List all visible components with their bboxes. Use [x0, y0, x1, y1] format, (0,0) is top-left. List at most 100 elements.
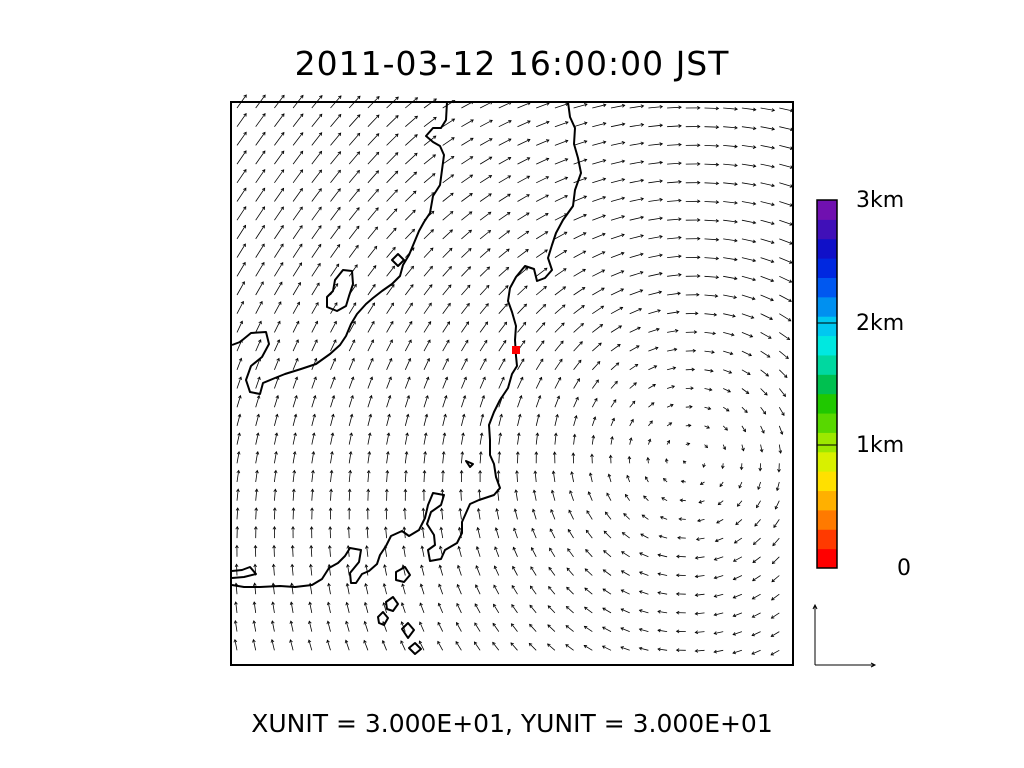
wind-arrow-head: [602, 177, 607, 182]
wind-arrow-head: [789, 108, 794, 113]
wind-arrow: [330, 188, 341, 202]
wind-arrow-head: [373, 245, 378, 250]
wind-arrow-head: [620, 627, 624, 631]
wind-arrow-head: [689, 405, 693, 409]
wind-arrow-head: [437, 621, 441, 626]
wind-arrow: [610, 288, 624, 296]
wind-arrow: [404, 414, 409, 427]
wind-arrow: [461, 101, 474, 109]
wind-arrow-head: [747, 371, 751, 375]
wind-arrow-head: [262, 150, 266, 154]
wind-arrow-head: [461, 413, 466, 418]
wind-arrow: [440, 527, 444, 539]
wind-arrow: [348, 95, 361, 109]
wind-arrow: [667, 274, 682, 277]
wind-arrow: [459, 508, 462, 520]
wind-arrow-head: [289, 639, 293, 643]
wind-arrow-head: [578, 359, 582, 364]
wind-arrow-head: [596, 361, 601, 365]
wind-arrow: [442, 174, 454, 184]
wind-arrow: [311, 95, 323, 109]
wind-arrow: [554, 377, 561, 389]
wind-arrow: [547, 624, 556, 632]
wind-arrow-head: [381, 639, 386, 644]
wind-arrow-head: [478, 451, 483, 455]
wind-arrow-head: [702, 464, 706, 468]
wind-arrow: [348, 170, 360, 184]
wind-arrow-head: [366, 469, 371, 474]
wind-arrow: [628, 456, 631, 464]
wind-arrow-head: [307, 639, 312, 644]
wind-arrow: [292, 433, 296, 445]
wind-arrow-head: [621, 196, 626, 201]
wind-arrow-head: [484, 339, 488, 344]
wind-arrow: [610, 215, 625, 221]
wind-arrow: [386, 189, 398, 202]
wind-arrow-head: [419, 602, 423, 607]
wind-arrow-head: [423, 451, 427, 455]
wind-arrow-head: [366, 488, 371, 493]
wind-arrow: [760, 257, 774, 263]
wind-arrow: [367, 358, 374, 370]
wind-arrow-head: [365, 545, 369, 549]
wind-arrow-head: [657, 609, 661, 614]
wind-arrow: [629, 235, 644, 240]
wind-arrow-head: [279, 281, 283, 286]
wind-arrow: [274, 188, 284, 202]
wind-arrow-head: [442, 432, 447, 436]
wind-arrow: [329, 545, 331, 557]
wind-arrow: [585, 549, 593, 558]
wind-arrow: [592, 251, 605, 258]
wind-arrow-head: [383, 564, 387, 568]
wind-arrow: [311, 395, 316, 408]
wind-arrow-head: [621, 233, 625, 237]
wind-arrow-head: [543, 267, 548, 272]
wind-arrow: [461, 119, 474, 128]
wind-arrow: [733, 575, 743, 580]
wind-arrow: [714, 575, 724, 579]
wind-arrow: [236, 376, 242, 389]
wind-arrow-head: [364, 582, 368, 587]
wind-arrow-head: [369, 394, 373, 399]
wind-arrow-head: [674, 329, 679, 333]
wind-arrow-head: [532, 508, 536, 513]
wind-arrow-head: [451, 137, 455, 141]
wind-arrow: [255, 321, 262, 333]
wind-arrow-head: [337, 169, 341, 174]
wind-arrow-head: [390, 302, 394, 307]
wind-arrow-head: [289, 601, 294, 606]
wind-arrow-head: [771, 202, 775, 207]
wind-arrow: [274, 489, 276, 501]
wind-arrow: [592, 215, 606, 221]
wind-arrow-head: [671, 385, 676, 389]
wind-arrow: [274, 225, 284, 240]
wind-arrow-head: [666, 439, 671, 444]
wind-arrow-head: [532, 489, 537, 494]
wind-arrow-head: [722, 446, 727, 451]
wind-arrow: [760, 145, 775, 149]
wind-arrow: [236, 301, 244, 314]
wind-arrow-head: [697, 199, 701, 204]
wind-arrow-head: [256, 432, 260, 436]
wind-arrow-head: [280, 243, 284, 248]
wind-arrow: [292, 414, 297, 427]
wind-arrow: [498, 212, 511, 221]
wind-arrow: [493, 604, 500, 614]
wind-arrow: [492, 642, 500, 651]
wind-arrow: [554, 359, 563, 371]
wind-arrow-head: [675, 629, 680, 634]
wind-arrow-head: [315, 302, 319, 306]
wind-arrow: [592, 178, 606, 184]
wind-arrow: [475, 584, 481, 595]
wind-arrow-head: [375, 188, 379, 193]
wind-arrow-head: [257, 376, 261, 380]
wind-arrow: [367, 376, 373, 389]
wind-arrow-head: [402, 545, 406, 549]
wind-arrow: [629, 289, 643, 296]
wind-arrow-head: [318, 225, 322, 229]
wind-arrow: [437, 641, 444, 651]
wind-arrow-head: [652, 384, 656, 388]
wind-arrow-head: [327, 563, 332, 568]
wind-arrow-head: [299, 132, 304, 136]
wind-arrow: [492, 623, 500, 632]
